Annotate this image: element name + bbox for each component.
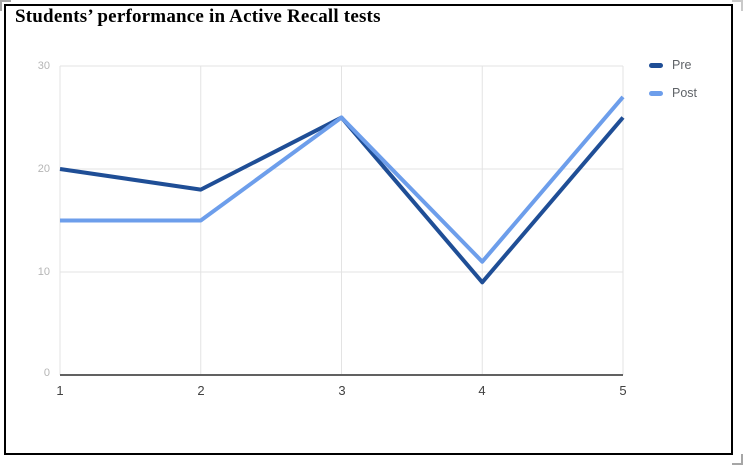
y-axis-tick-label: 0: [43, 367, 50, 379]
chart-legend: Pre Post: [649, 51, 697, 107]
legend-label: Pre: [672, 58, 692, 72]
y-axis-tick-label: 20: [37, 163, 50, 175]
y-axis-tick-label: 30: [37, 60, 50, 72]
x-axis-tick-label: 5: [619, 383, 627, 398]
selection-handle-top-left-icon: [0, 0, 11, 11]
selection-handle-top-right-icon: [732, 0, 743, 11]
x-axis-tick-label: 2: [197, 383, 205, 398]
legend-swatch-pre-icon: [649, 62, 663, 68]
x-axis-tick-label: 4: [478, 383, 486, 398]
legend-label: Post: [672, 86, 698, 100]
chart-image-border[interactable]: [4, 4, 733, 455]
legend-swatch-post-icon: [649, 90, 663, 96]
x-axis-tick-label: 3: [338, 383, 346, 398]
x-axis-tick-label: 1: [56, 383, 64, 398]
y-axis-tick-label: 10: [37, 266, 50, 278]
legend-item-post: Post: [649, 79, 697, 107]
chart-title: Students’ performance in Active Recall t…: [15, 6, 381, 27]
selection-handle-bottom-right-icon: [732, 454, 743, 465]
legend-item-pre: Pre: [649, 51, 697, 79]
